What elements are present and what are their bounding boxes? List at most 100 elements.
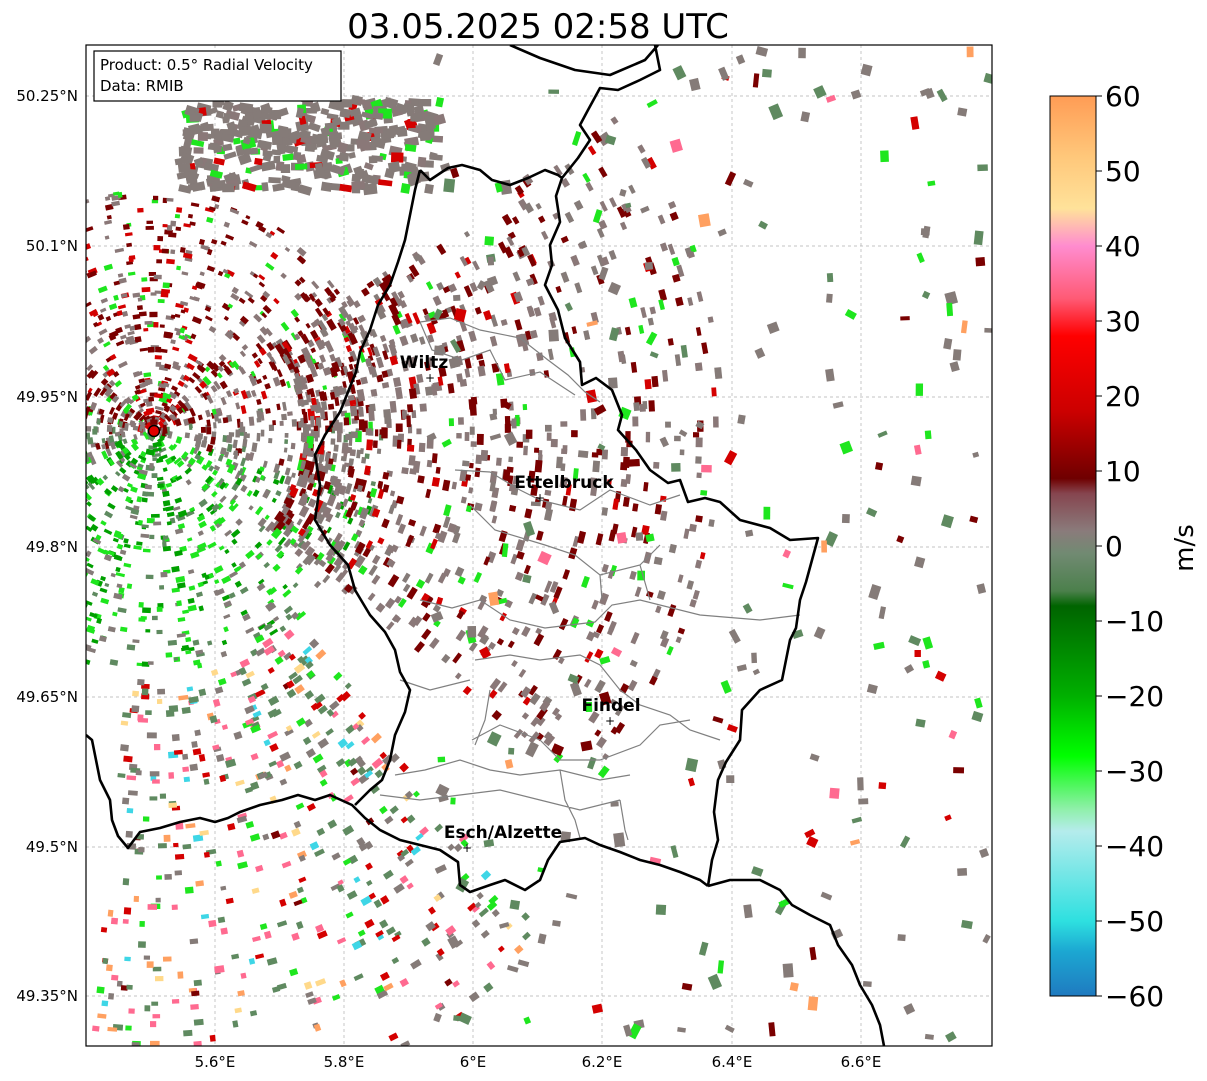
echo-gate — [459, 255, 469, 267]
echo-gate — [51, 621, 57, 628]
echo-gate — [324, 340, 335, 353]
echo-gate — [259, 110, 273, 121]
echo-gate — [583, 678, 592, 688]
echo-gate — [294, 612, 303, 621]
echo-gate — [488, 641, 496, 650]
echo-gate — [969, 515, 979, 524]
echo-gate — [106, 424, 113, 433]
echo-gate — [51, 524, 57, 530]
echo-gate — [604, 134, 617, 146]
echo-gate — [504, 759, 514, 769]
echo-gate — [175, 475, 183, 482]
echo-gate — [88, 345, 98, 355]
echo-gate — [284, 246, 291, 253]
echo-gate — [145, 448, 155, 456]
echo-gate — [233, 731, 243, 740]
echo-gate — [315, 417, 322, 428]
echo-gate — [102, 474, 109, 481]
echo-gate — [431, 453, 438, 464]
echo-gate — [535, 202, 542, 210]
echo-gate — [88, 455, 97, 466]
echo-gate — [511, 659, 518, 668]
echo-gate — [477, 365, 486, 377]
echo-gate — [459, 320, 468, 332]
echo-gate — [312, 753, 324, 764]
echo-gate — [117, 435, 123, 442]
echo-gate — [370, 480, 376, 487]
echo-gate — [406, 274, 414, 283]
echo-gate — [447, 935, 461, 949]
echo-gate — [353, 876, 361, 884]
echo-gate — [329, 700, 340, 711]
echo-gate — [782, 582, 794, 590]
echo-gate — [101, 438, 106, 444]
echo-gate — [249, 127, 263, 140]
echo-gate — [326, 113, 339, 121]
echo-gate — [174, 550, 183, 557]
echo-gate — [649, 306, 657, 315]
echo-gate — [174, 870, 183, 876]
echo-gate — [123, 562, 132, 568]
echo-gate — [564, 302, 573, 312]
echo-gate — [345, 433, 353, 441]
echo-gate — [491, 909, 500, 918]
echo-gate — [61, 276, 69, 284]
echo-gate — [355, 167, 365, 178]
echo-gate — [166, 225, 173, 231]
echo-gate — [176, 265, 182, 271]
echo-gate — [139, 921, 145, 927]
echo-gate — [383, 409, 391, 418]
echo-gate — [761, 68, 772, 78]
echo-gate — [469, 404, 477, 416]
echo-gate — [123, 453, 131, 461]
echo-gate — [107, 417, 114, 424]
echo-gate — [136, 541, 143, 546]
echo-gate — [374, 769, 384, 779]
echo-gate — [98, 408, 105, 415]
echo-gate — [219, 495, 227, 503]
echo-gate — [477, 625, 489, 639]
echo-gate — [298, 257, 306, 264]
echo-gate — [595, 533, 604, 546]
echo-gate — [522, 173, 534, 186]
echo-gate — [194, 729, 201, 737]
echo-gate — [205, 459, 213, 468]
echo-gate — [319, 778, 328, 787]
echo-gate — [258, 281, 266, 288]
echo-gate — [306, 670, 316, 679]
echo-gate — [637, 144, 646, 154]
echo-gate — [197, 132, 208, 141]
echo-gate — [162, 467, 168, 472]
echo-gate — [23, 613, 29, 619]
echo-gate — [401, 572, 411, 583]
echo-gate — [304, 718, 313, 728]
echo-gate — [435, 466, 441, 474]
echo-gate — [48, 229, 56, 236]
echo-gate — [305, 391, 312, 403]
echo-gate — [237, 990, 245, 997]
echo-gate — [301, 518, 312, 530]
echo-gate — [363, 465, 371, 476]
echo-gate — [9, 544, 15, 550]
echo-gate — [181, 271, 189, 276]
echo-gate — [511, 418, 517, 429]
echo-gate — [379, 805, 388, 815]
echo-gate — [424, 595, 434, 606]
echo-gate — [862, 980, 872, 988]
echo-gate — [55, 450, 61, 456]
echo-gate — [413, 105, 425, 116]
echo-gate — [666, 645, 674, 656]
echo-gate — [42, 282, 49, 289]
echo-gate — [384, 815, 394, 825]
echo-gate — [314, 693, 326, 705]
echo-gate — [72, 429, 76, 436]
echo-gate — [182, 609, 189, 615]
echo-gate — [162, 541, 167, 548]
echo-gate — [752, 668, 761, 676]
echo-gate — [179, 327, 186, 334]
echo-gate — [430, 611, 444, 623]
echo-gate — [171, 733, 180, 742]
echo-gate — [109, 353, 117, 361]
echo-gate — [463, 285, 473, 298]
